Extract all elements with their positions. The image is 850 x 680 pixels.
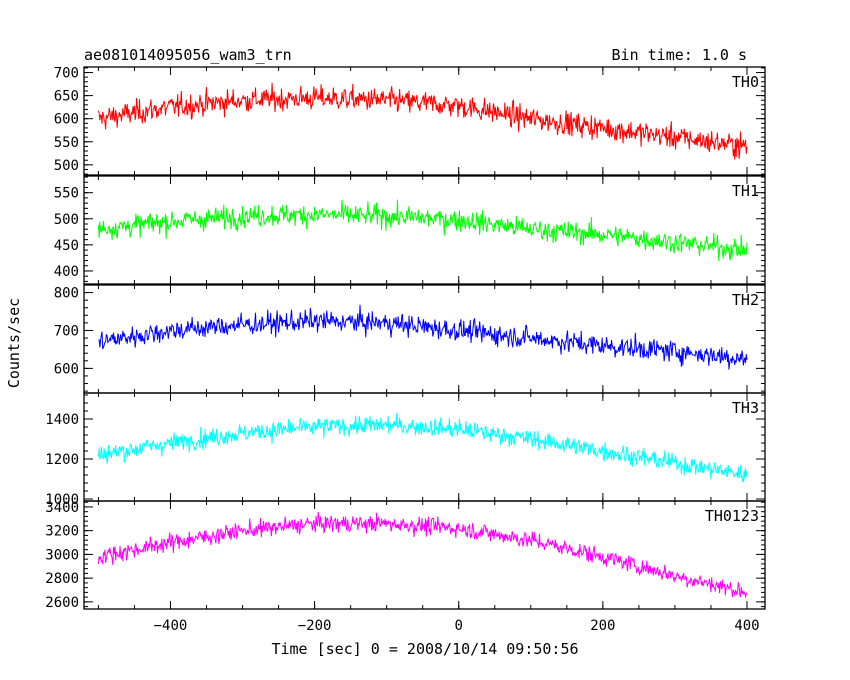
panel-th0123: 2600 2800 3000 3200 3400 TH0123 [45, 500, 766, 611]
y-tick-label: 700 [54, 66, 79, 82]
y-tick-label: 3400 [45, 500, 79, 516]
y-tick-label: 800 [54, 286, 79, 302]
y-tick-label: 700 [54, 323, 79, 339]
panel-th1: 400 450 500 550 TH1 [54, 175, 766, 285]
y-tick-label: 500 [54, 158, 79, 174]
panel-th2: 600 700 800 TH2 [54, 284, 766, 394]
x-tick-label: 400 [734, 618, 759, 634]
x-tick-label: −200 [298, 618, 332, 634]
y-tick-label: 650 [54, 89, 79, 105]
x-axis-label: Time [sec] 0 = 2008/10/14 09:50:56 [271, 640, 578, 658]
y-tick-label: 400 [54, 264, 79, 280]
y-tick-label: 450 [54, 238, 79, 254]
series-label-th1: TH1 [732, 182, 759, 200]
series-label-th3: TH3 [732, 399, 759, 417]
x-tick-label: 200 [590, 618, 615, 634]
x-axis: −400 −200 0 200 400 [154, 618, 760, 634]
series-line-th2 [98, 304, 748, 370]
panel-th3: 1000 1200 1400 TH3 [45, 392, 766, 508]
chart-title: ae081014095056_wam3_trn [84, 46, 292, 64]
series-label-th0: TH0 [732, 73, 759, 91]
y-tick-label: 2800 [45, 571, 79, 587]
series-line-th3 [97, 412, 748, 483]
series-line-th0123 [97, 511, 748, 599]
y-axis-label: Counts/sec [5, 298, 23, 388]
panel-frame [83, 175, 766, 285]
panel-frame [83, 284, 766, 394]
panels-group: 500 550 600 650 700 TH0 400 450 500 550 TH1 600 700 8… [45, 66, 766, 611]
bin-time-label: Bin time: 1.0 s [612, 46, 747, 64]
series-label-th2: TH2 [732, 291, 759, 309]
panel-frame [83, 66, 766, 176]
series-label-th0123: TH0123 [705, 507, 759, 525]
y-tick-label: 550 [54, 186, 79, 202]
y-tick-label: 1400 [45, 412, 79, 428]
y-tick-label: 500 [54, 212, 79, 228]
series-line-th1 [97, 199, 748, 262]
y-tick-label: 600 [54, 361, 79, 377]
x-tick-label: 0 [455, 618, 463, 634]
y-tick-label: 3000 [45, 547, 79, 563]
panel-frame [83, 500, 766, 610]
series-line-th0 [97, 82, 748, 160]
panel-th0: 500 550 600 650 700 TH0 [54, 66, 766, 176]
y-tick-label: 3200 [45, 524, 79, 540]
x-tick-label: −400 [154, 618, 188, 634]
y-tick-label: 1200 [45, 452, 79, 468]
y-tick-label: 600 [54, 112, 79, 128]
y-tick-label: 1000 [45, 492, 79, 508]
y-tick-label: 2600 [45, 595, 79, 611]
panel-frame [83, 392, 766, 502]
y-tick-label: 550 [54, 135, 79, 151]
